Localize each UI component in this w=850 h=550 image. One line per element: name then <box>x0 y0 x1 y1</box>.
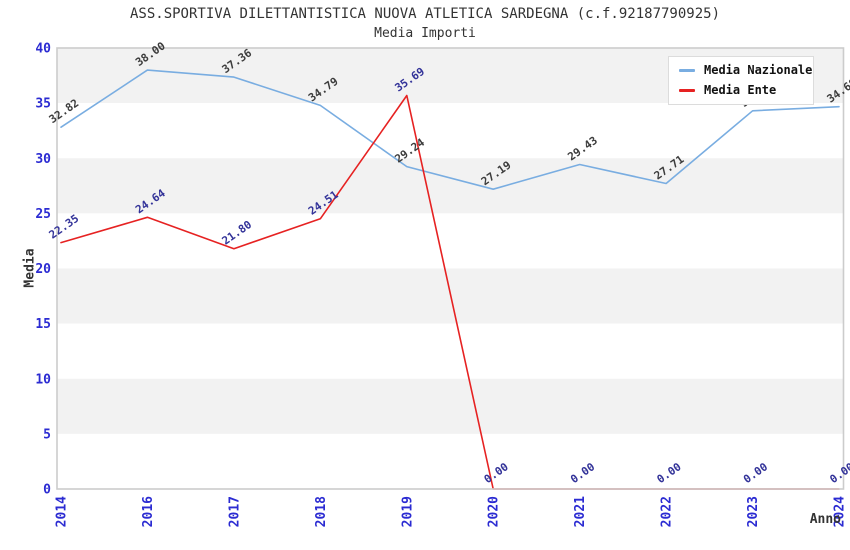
plot-band <box>57 323 844 379</box>
x-tick-label: 2019 <box>400 496 415 527</box>
legend-swatch-icon <box>679 89 695 92</box>
x-tick-label: 2022 <box>660 496 675 527</box>
plot-band <box>57 433 844 489</box>
legend-item-media-ente: Media Ente <box>679 84 805 97</box>
y-tick-label: 15 <box>35 317 51 332</box>
legend-item-label: Media Ente <box>704 83 777 97</box>
plot-band <box>57 158 844 214</box>
plot-band <box>57 378 844 434</box>
y-tick-label: 0 <box>43 483 51 498</box>
x-tick-label: 2024 <box>833 496 848 527</box>
y-tick-label: 35 <box>35 97 51 112</box>
x-tick-label: 2021 <box>573 496 588 527</box>
x-axis-title: Anno <box>809 512 841 527</box>
legend: Media Nazionale Media Ente <box>668 56 814 105</box>
y-axis-title: Media <box>22 248 38 288</box>
x-tick-label: 2018 <box>314 496 329 527</box>
legend-item-media-nazionale: Media Nazionale <box>679 64 812 77</box>
y-tick-label: 20 <box>35 262 51 277</box>
plot-band <box>57 103 844 159</box>
x-tick-label: 2017 <box>227 496 242 527</box>
legend-item-label: Media Nazionale <box>704 63 813 77</box>
y-tick-label: 40 <box>35 42 51 57</box>
y-tick-label: 25 <box>35 207 51 222</box>
x-tick-label: 2014 <box>55 496 70 527</box>
x-tick-label: 2023 <box>746 496 761 527</box>
y-tick-label: 5 <box>43 427 51 442</box>
chart-subtitle: Media Importi <box>374 26 476 41</box>
chart-title: ASS.SPORTIVA DILETTANTISTICA NUOVA ATLET… <box>129 6 720 22</box>
x-tick-label: 2016 <box>141 496 156 527</box>
y-tick-label: 30 <box>35 152 51 167</box>
y-tick-label: 10 <box>35 372 51 387</box>
x-tick-label: 2020 <box>487 496 502 527</box>
plot-band <box>57 213 844 269</box>
series-line-media-nazionale <box>60 69 840 190</box>
legend-swatch-icon <box>679 69 695 72</box>
plot-border <box>56 47 845 490</box>
